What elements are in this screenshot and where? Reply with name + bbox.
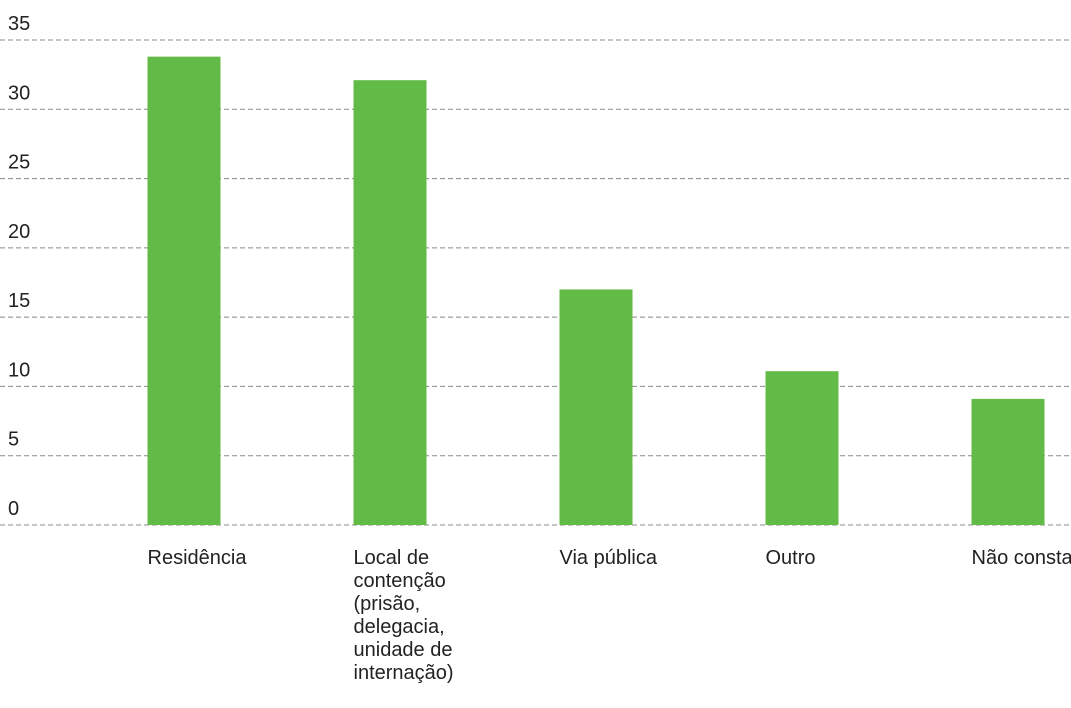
x-tick-label: Outro [765,547,816,569]
y-tick-label: 35 [8,13,30,35]
y-tick-label: 15 [8,290,30,312]
bar [147,56,221,525]
y-tick-label: 25 [8,152,30,174]
x-tick-label: Via pública [559,547,657,569]
bar [765,371,839,525]
y-tick-label: 0 [8,498,19,520]
bar [971,398,1045,525]
y-tick-label: 20 [8,221,30,243]
bar [559,289,633,525]
bar [353,80,427,525]
y-tick-label: 30 [8,82,30,104]
y-tick-label: 10 [8,359,30,381]
x-tick-label: Residência [147,547,247,569]
x-tick-label: Não consta [971,547,1071,569]
y-tick-label: 5 [8,429,19,451]
x-tick-label: Local de contenção (prisão, delegacia, u… [353,547,454,684]
